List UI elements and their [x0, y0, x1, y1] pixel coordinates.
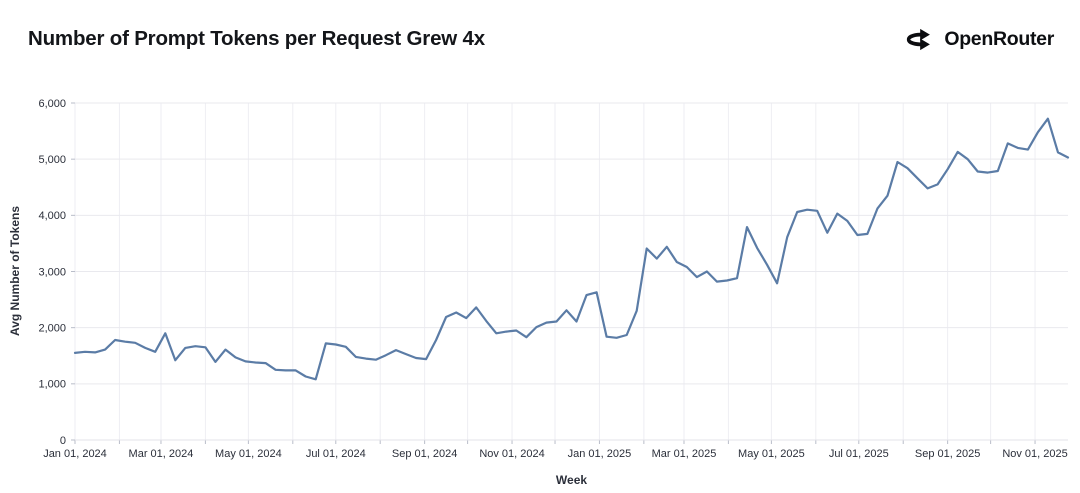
- brand-name: OpenRouter: [944, 28, 1054, 50]
- y-tick-label: 5,000: [38, 154, 66, 166]
- x-tick-label: Sep 01, 2024: [392, 448, 457, 460]
- x-tick-label: Sep 01, 2025: [915, 448, 980, 460]
- page-title: Number of Prompt Tokens per Request Grew…: [28, 27, 485, 50]
- x-tick-label: May 01, 2024: [215, 448, 282, 460]
- y-tick-label: 6,000: [38, 98, 66, 110]
- y-tick-label: 2,000: [38, 322, 66, 334]
- x-tick-label: Nov 01, 2024: [479, 448, 544, 460]
- y-tick-label: 3,000: [38, 266, 66, 278]
- x-tick-label: Nov 01, 2025: [1002, 448, 1067, 460]
- x-tick-label: Jan 01, 2024: [43, 448, 107, 460]
- x-tick-label: May 01, 2025: [738, 448, 805, 460]
- y-tick-label: 4,000: [38, 210, 66, 222]
- x-tick-label: Mar 01, 2024: [129, 448, 194, 460]
- x-tick-label: Jan 01, 2025: [568, 448, 632, 460]
- brand-logo: OpenRouter: [904, 24, 1054, 55]
- tokens-trend-line: [73, 117, 1070, 381]
- y-tick-label: 1,000: [38, 379, 66, 391]
- openrouter-chevron-arrows-icon: [907, 28, 931, 51]
- y-tick-label: 0: [60, 435, 66, 447]
- x-tick-label: Mar 01, 2025: [652, 448, 717, 460]
- x-tick-label: Jul 01, 2024: [306, 448, 366, 460]
- x-axis-title: Week: [555, 473, 588, 487]
- y-axis-title: Avg Number of Tokens: [8, 205, 22, 337]
- x-tick-label: Jul 01, 2025: [829, 448, 889, 460]
